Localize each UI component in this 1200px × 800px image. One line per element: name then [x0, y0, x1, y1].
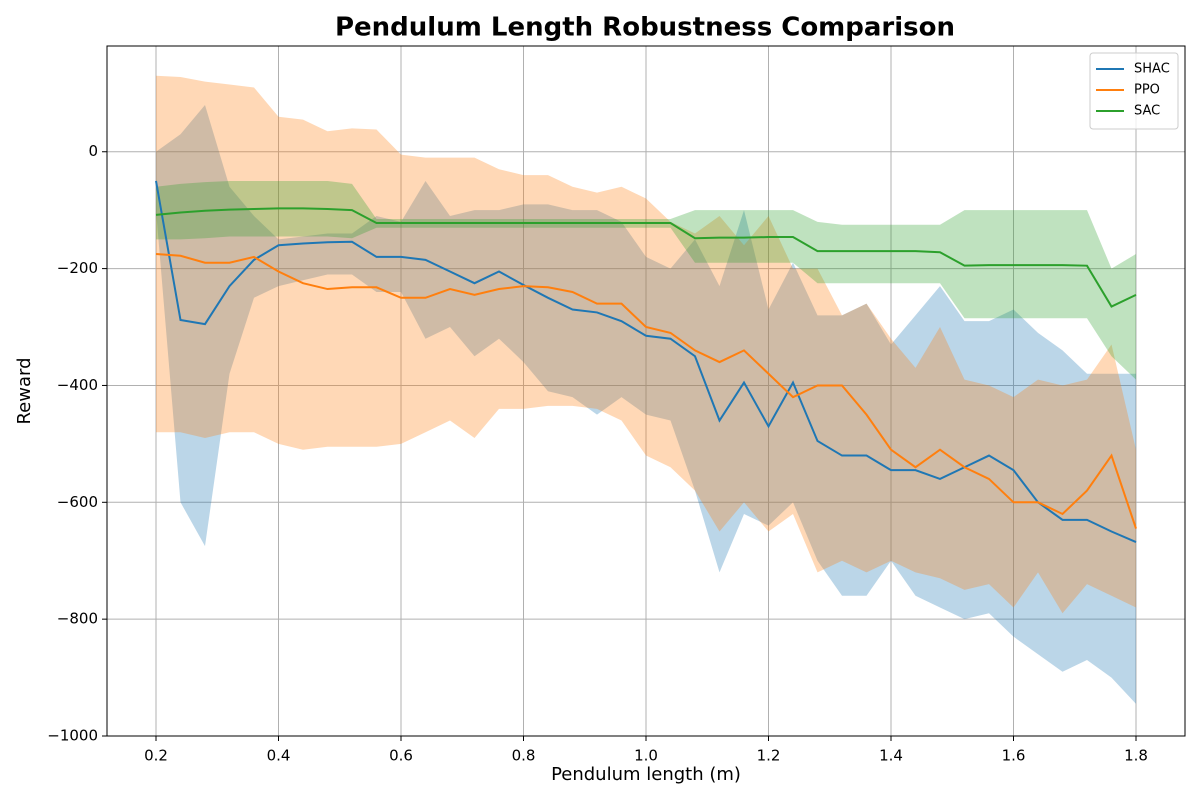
- confidence-band: [156, 75, 1136, 614]
- legend-label: SAC: [1134, 104, 1160, 119]
- line: [155, 207, 1137, 308]
- x-axis-label: Pendulum length (m): [551, 764, 741, 785]
- confidence-band: [156, 180, 1136, 380]
- legend-label: PPO: [1134, 83, 1160, 98]
- x-tick-label: 0.6: [389, 747, 413, 765]
- x-tick-label: 1.0: [634, 747, 658, 765]
- y-tick-label: −400: [57, 376, 98, 394]
- y-tick-label: −1000: [47, 727, 98, 745]
- x-tick-label: 1.2: [757, 747, 781, 765]
- x-tick-label: 0.2: [144, 747, 168, 765]
- x-tick-label: 0.4: [267, 747, 291, 765]
- confidence-band: [156, 105, 1136, 704]
- x-tick-label: 1.6: [1002, 747, 1026, 765]
- legend-label: SHAC: [1134, 62, 1170, 77]
- y-tick-label: −600: [57, 493, 98, 511]
- y-tick-label: 0: [88, 142, 98, 160]
- x-tick-label: 1.8: [1124, 747, 1148, 765]
- x-tick-label: 0.8: [512, 747, 536, 765]
- x-tick-label: 1.4: [879, 747, 903, 765]
- y-axis-label: Reward: [14, 357, 35, 424]
- plot-frame: [106, 45, 1186, 737]
- line: [155, 252, 1137, 529]
- chart-title: Pendulum Length Robustness Comparison: [335, 13, 955, 43]
- y-tick-label: −800: [57, 610, 98, 628]
- line: [155, 180, 1137, 543]
- y-tick-label: −200: [57, 259, 98, 277]
